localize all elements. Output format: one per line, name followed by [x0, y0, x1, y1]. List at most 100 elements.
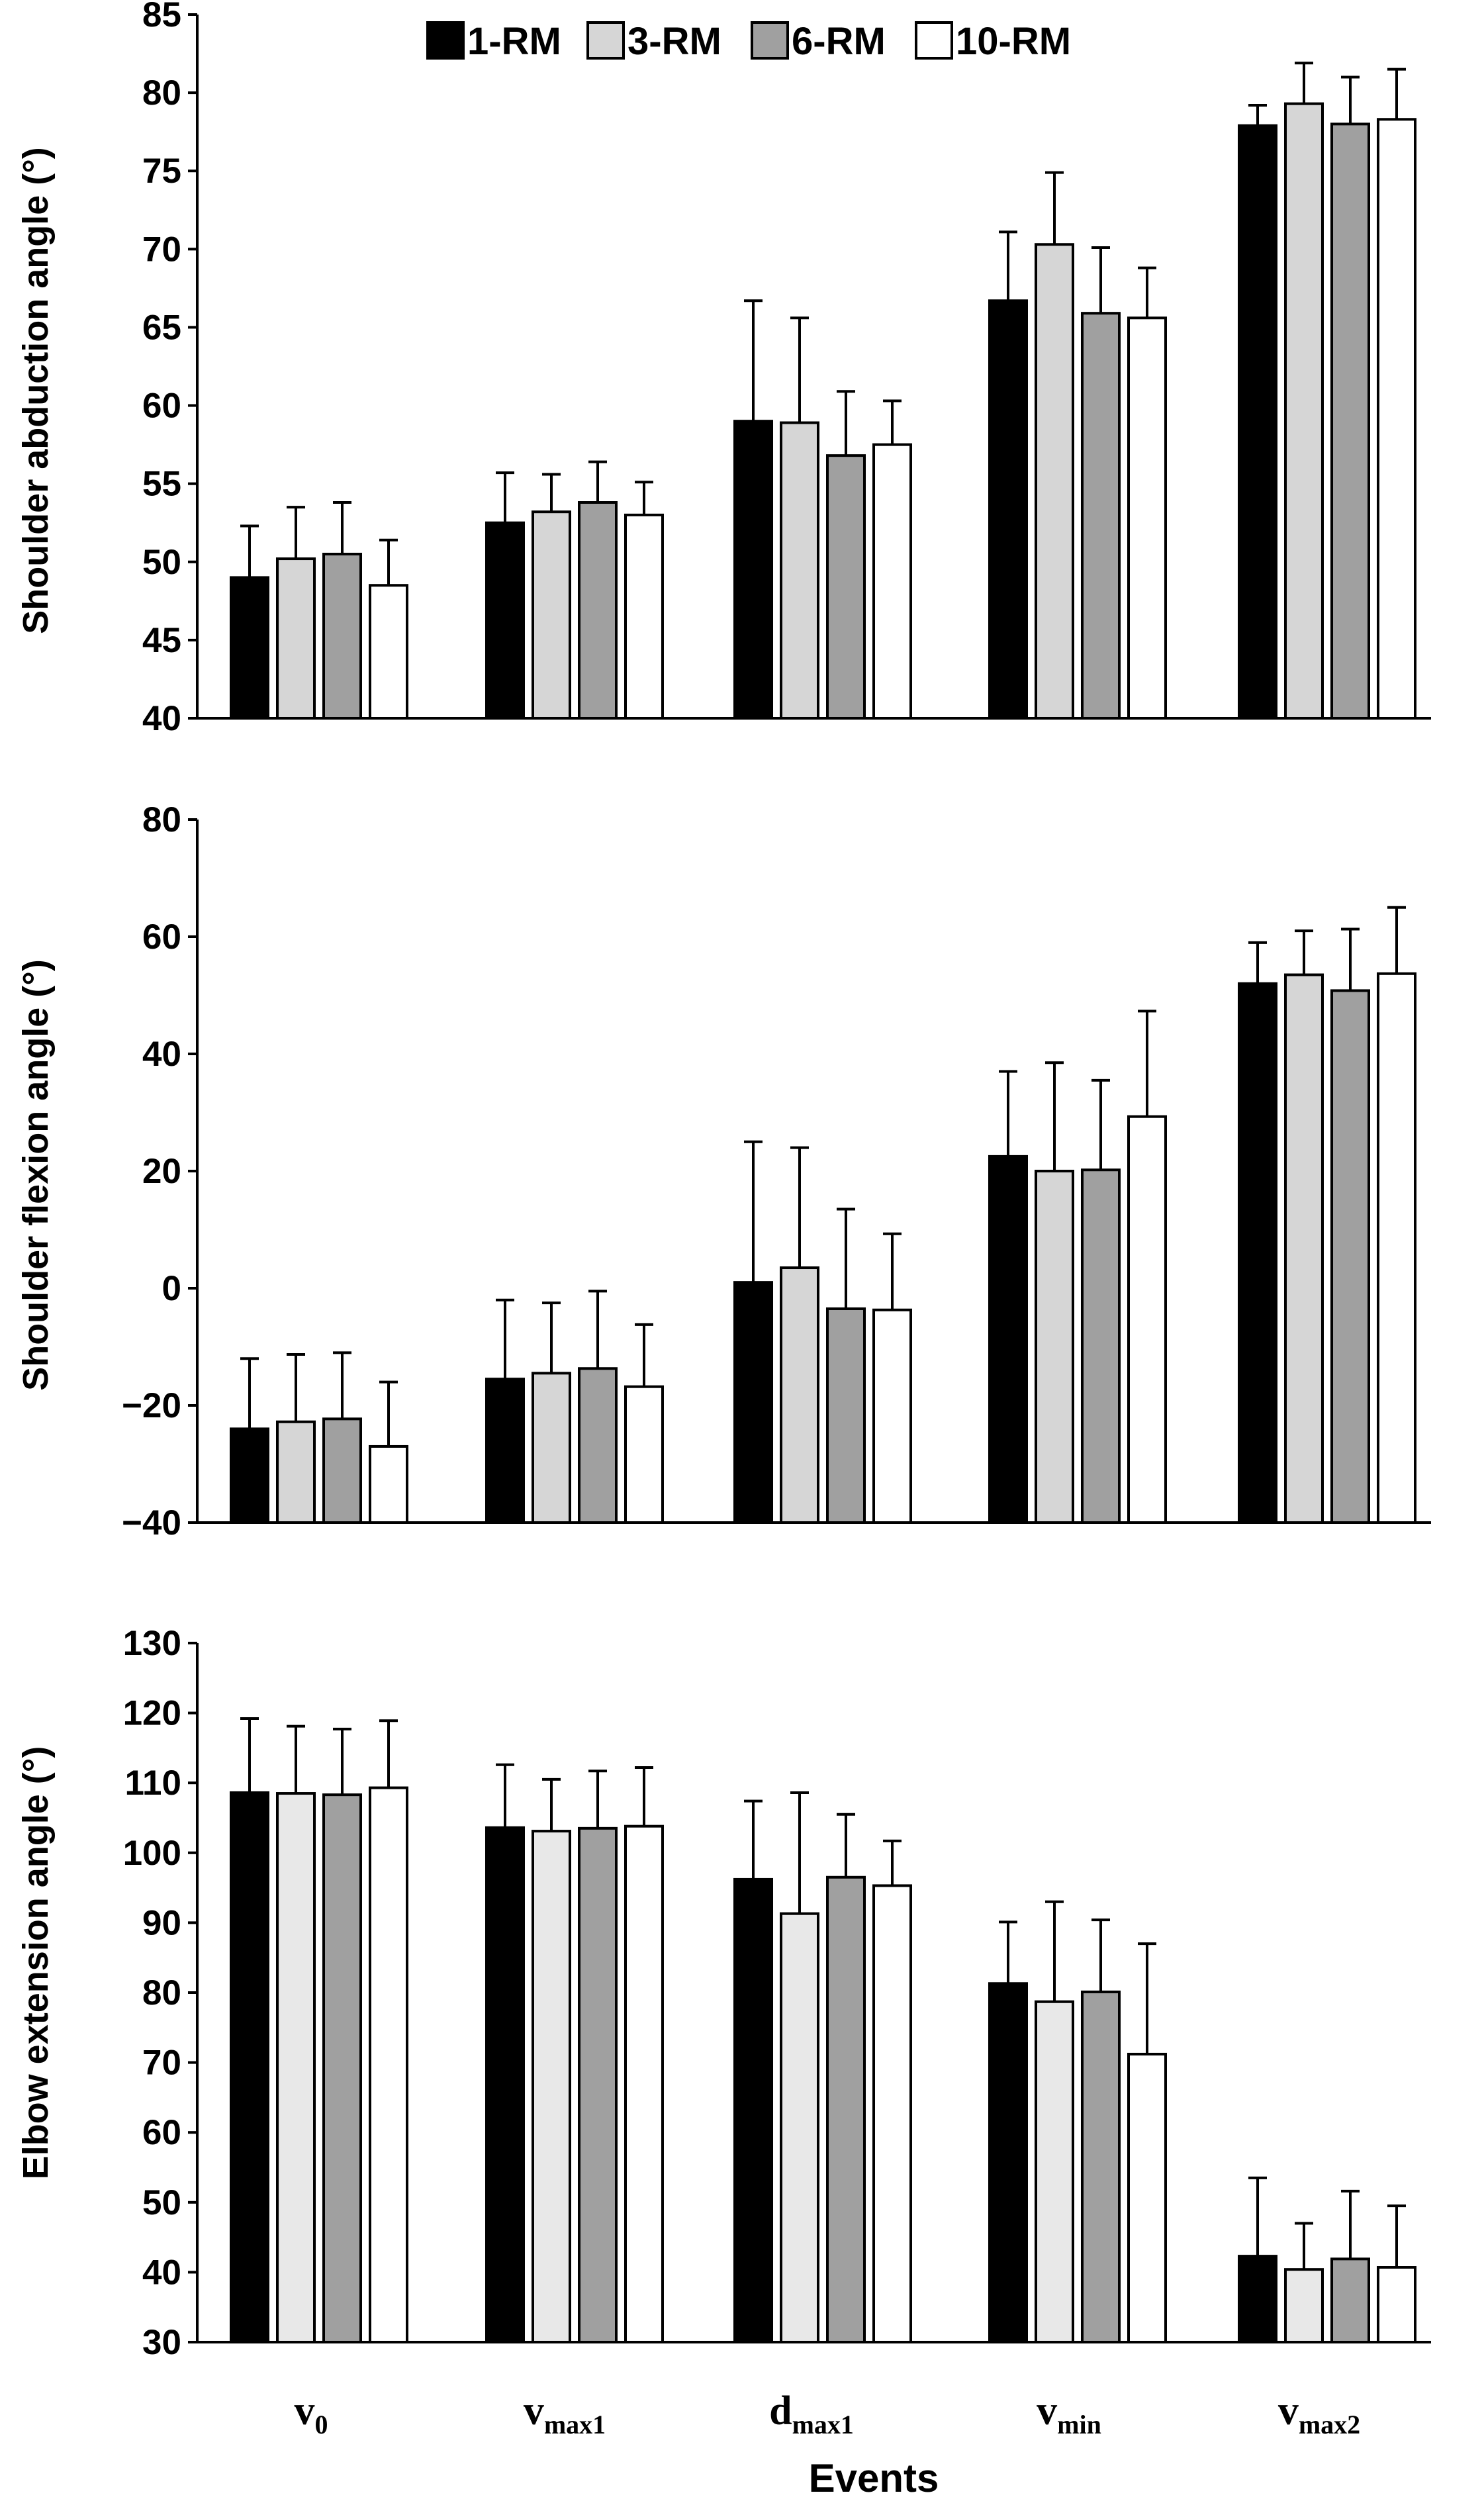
bar-1-RM-vmax2	[1238, 124, 1277, 720]
legend: 1-RM 3-RM 6-RM 10-RM	[426, 20, 1071, 63]
x-tick-label: vmin	[1037, 2388, 1101, 2439]
bar-1-RM-vmax2	[1238, 2255, 1277, 2344]
bar-6-RM-vmax2	[1330, 122, 1370, 720]
x-axis-title: Events	[809, 2456, 939, 2500]
bar-1-RM-vmin	[988, 299, 1028, 720]
bar-1-RM-vmax1	[485, 521, 525, 720]
bar-10-RM-vmax1	[624, 1385, 664, 1524]
bar-10-RM-dmax1	[872, 1308, 912, 1524]
bar-3-RM-vmin	[1035, 2000, 1074, 2343]
bar-10-RM-vmax2	[1377, 118, 1416, 720]
legend-label-1-RM: 1-RM	[467, 20, 561, 63]
y-tick-label: 80	[142, 73, 181, 113]
legend-label-3-RM: 3-RM	[627, 20, 721, 63]
bar-1-RM-v0	[230, 1427, 269, 1524]
bar-10-RM-vmax1	[624, 513, 664, 720]
bar-1-RM-vmax2	[1238, 982, 1277, 1525]
bar-1-RM-vmax1	[485, 1378, 525, 1525]
bar-3-RM-vmax2	[1284, 2268, 1324, 2344]
bar-10-RM-dmax1	[872, 1884, 912, 2343]
bar-3-RM-v0	[276, 557, 316, 720]
bar-3-RM-v0	[276, 1420, 316, 1525]
bars-panel-1	[230, 62, 1416, 720]
bar-6-RM-v0	[322, 1417, 362, 1524]
bar-6-RM-vmax1	[578, 1367, 618, 1525]
panel-elbow-extension: 30 40 50 60 70 80 90 100 110 120 130 Elbow extensi…	[16, 1624, 1431, 2362]
x-tick-label: v0	[295, 2388, 328, 2439]
bar-1-RM-v0	[230, 576, 269, 720]
y-axis-title-panel-2: Shoulder flexion angle (°)	[16, 959, 56, 1391]
bar-6-RM-vmax1	[578, 1826, 618, 2344]
bar-6-RM-v0	[322, 1793, 362, 2344]
x-tick-label: vmax2	[1278, 2388, 1360, 2439]
legend-label-6-RM: 6-RM	[792, 20, 886, 63]
bar-6-RM-vmin	[1081, 1990, 1121, 2344]
y-tick-label: 85	[142, 0, 181, 34]
y-tick-label: 20	[142, 1152, 181, 1191]
bar-3-RM-dmax1	[780, 1266, 819, 1525]
panel-shoulder-abduction: 40 45 50 55 60 65 70 75 80 85 Shoulder abduction …	[16, 0, 1431, 738]
y-tick-label: 40	[142, 1035, 181, 1074]
bar-3-RM-vmax1	[532, 1830, 571, 2343]
y-tick-label: 75	[142, 152, 181, 191]
y-tick-label: 60	[142, 918, 181, 957]
y-tick-label: −40	[122, 1503, 181, 1542]
y-tick-label: 70	[142, 230, 181, 269]
y-axis-title-panel-3: Elbow extension angle (°)	[16, 1746, 56, 2180]
bar-6-RM-dmax1	[826, 1307, 866, 1524]
bar-6-RM-vmin	[1081, 1168, 1121, 1524]
bar-3-RM-vmax2	[1284, 973, 1324, 1524]
bar-6-RM-vmax2	[1330, 2257, 1370, 2343]
y-tick-label: 55	[142, 465, 181, 504]
y-tick-label: 80	[142, 1973, 181, 2012]
legend-swatch-10-RM	[915, 21, 953, 60]
bar-1-RM-dmax1	[733, 1281, 773, 1525]
y-tick-label: 130	[123, 1624, 181, 1663]
y-tick-label: 70	[142, 2044, 181, 2083]
legend-swatch-3-RM	[586, 21, 625, 60]
bar-6-RM-vmin	[1081, 312, 1121, 720]
bar-10-RM-vmax2	[1377, 972, 1416, 1524]
bars-panel-3	[230, 1717, 1416, 2344]
bar-3-RM-vmax1	[532, 510, 571, 720]
axis-panel-2: −40 −20 0 20 40 60 80	[122, 800, 1431, 1542]
y-tick-label: 110	[124, 1764, 181, 1803]
legend-label-10-RM: 10-RM	[956, 20, 1071, 63]
y-tick-label: 30	[142, 2323, 181, 2362]
bar-3-RM-vmax2	[1284, 102, 1324, 720]
y-tick-label: 0	[162, 1269, 181, 1308]
event-labels: v0 vmax1 dmax1 vmin vmax2	[295, 2388, 1361, 2439]
x-tick-label: dmax1	[769, 2388, 854, 2439]
bar-1-RM-v0	[230, 1791, 269, 2343]
y-tick-label: 40	[142, 2253, 181, 2292]
bar-6-RM-vmax1	[578, 501, 618, 720]
bar-10-RM-v0	[369, 1444, 408, 1524]
bar-6-RM-v0	[322, 552, 362, 720]
legend-swatch-6-RM	[751, 21, 789, 60]
axis-panel-1: 40 45 50 55 60 65 70 75 80 85	[142, 0, 1431, 738]
bar-1-RM-vmin	[988, 1155, 1028, 1524]
bar-3-RM-v0	[276, 1792, 316, 2344]
x-tick-label: vmax1	[524, 2388, 606, 2439]
bar-3-RM-dmax1	[780, 421, 819, 720]
y-tick-label: 50	[142, 2183, 181, 2222]
bar-10-RM-vmin	[1127, 316, 1167, 720]
bar-1-RM-vmax1	[485, 1826, 525, 2343]
y-tick-label: 80	[142, 800, 181, 839]
legend-swatch-1-RM	[426, 21, 465, 60]
y-tick-label: 60	[142, 2113, 181, 2152]
y-tick-label: 45	[142, 621, 181, 660]
bar-3-RM-vmin	[1035, 243, 1074, 720]
y-tick-label: 120	[123, 1694, 181, 1733]
bar-10-RM-vmax2	[1377, 2266, 1416, 2344]
bar-10-RM-vmax1	[624, 1824, 664, 2344]
bar-3-RM-dmax1	[780, 1912, 819, 2344]
bar-3-RM-vmin	[1035, 1170, 1074, 1524]
bar-1-RM-dmax1	[733, 1877, 773, 2343]
y-axis-title-panel-1: Shoulder abduction angle (°)	[16, 147, 56, 634]
bar-6-RM-dmax1	[826, 454, 866, 720]
bars-panel-2	[230, 906, 1416, 1525]
bar-10-RM-v0	[369, 584, 408, 720]
axis-panel-3: 30 40 50 60 70 80 90 100 110 120 130	[123, 1624, 1431, 2362]
